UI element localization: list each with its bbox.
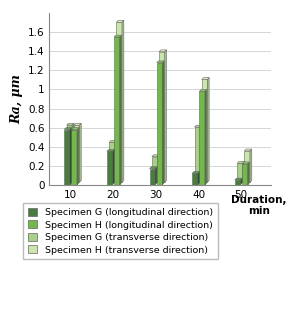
- Polygon shape: [79, 123, 81, 182]
- Polygon shape: [250, 149, 252, 182]
- Polygon shape: [107, 149, 114, 151]
- Polygon shape: [107, 151, 112, 185]
- Polygon shape: [200, 125, 202, 182]
- Polygon shape: [235, 180, 240, 185]
- Y-axis label: Ra, μm: Ra, μm: [11, 74, 24, 124]
- Polygon shape: [155, 167, 157, 185]
- Polygon shape: [237, 161, 245, 163]
- Polygon shape: [198, 172, 200, 185]
- Polygon shape: [64, 128, 72, 129]
- Polygon shape: [202, 78, 209, 80]
- Polygon shape: [242, 164, 248, 185]
- Polygon shape: [149, 167, 157, 169]
- Legend: Specimen G (longitudinal direction), Specimen H (longitudinal direction), Specim: Specimen G (longitudinal direction), Spe…: [23, 203, 217, 259]
- Polygon shape: [237, 163, 243, 182]
- Polygon shape: [235, 178, 242, 180]
- Polygon shape: [157, 61, 164, 63]
- Polygon shape: [192, 173, 198, 185]
- Polygon shape: [116, 20, 124, 22]
- Polygon shape: [114, 37, 120, 185]
- Polygon shape: [202, 80, 207, 182]
- Polygon shape: [149, 169, 155, 185]
- Polygon shape: [195, 127, 200, 182]
- Polygon shape: [159, 52, 164, 182]
- Polygon shape: [157, 155, 159, 182]
- Polygon shape: [74, 123, 81, 125]
- Polygon shape: [242, 162, 249, 164]
- Polygon shape: [152, 155, 159, 157]
- Polygon shape: [112, 149, 114, 185]
- Polygon shape: [152, 157, 157, 182]
- Polygon shape: [114, 35, 121, 37]
- Polygon shape: [248, 162, 249, 185]
- Polygon shape: [115, 141, 117, 182]
- Polygon shape: [157, 63, 162, 185]
- Polygon shape: [199, 89, 207, 91]
- Polygon shape: [205, 89, 207, 185]
- Polygon shape: [116, 22, 122, 182]
- Polygon shape: [64, 129, 70, 185]
- Polygon shape: [199, 91, 205, 185]
- Polygon shape: [77, 128, 79, 185]
- Polygon shape: [67, 125, 72, 182]
- Polygon shape: [71, 128, 79, 129]
- Polygon shape: [192, 172, 200, 173]
- Polygon shape: [109, 142, 115, 182]
- Polygon shape: [207, 78, 209, 182]
- Polygon shape: [195, 125, 202, 127]
- Polygon shape: [67, 123, 74, 125]
- Polygon shape: [109, 141, 117, 142]
- Polygon shape: [120, 35, 121, 185]
- Polygon shape: [70, 128, 72, 185]
- Polygon shape: [164, 50, 167, 182]
- Polygon shape: [240, 178, 242, 185]
- Polygon shape: [71, 129, 77, 185]
- Polygon shape: [243, 161, 245, 182]
- Text: Duration,
min: Duration, min: [231, 195, 286, 216]
- Polygon shape: [159, 50, 167, 52]
- Polygon shape: [74, 125, 79, 182]
- Polygon shape: [162, 61, 164, 185]
- Polygon shape: [72, 123, 74, 182]
- Polygon shape: [244, 149, 252, 151]
- Polygon shape: [244, 151, 250, 182]
- Polygon shape: [122, 20, 124, 182]
